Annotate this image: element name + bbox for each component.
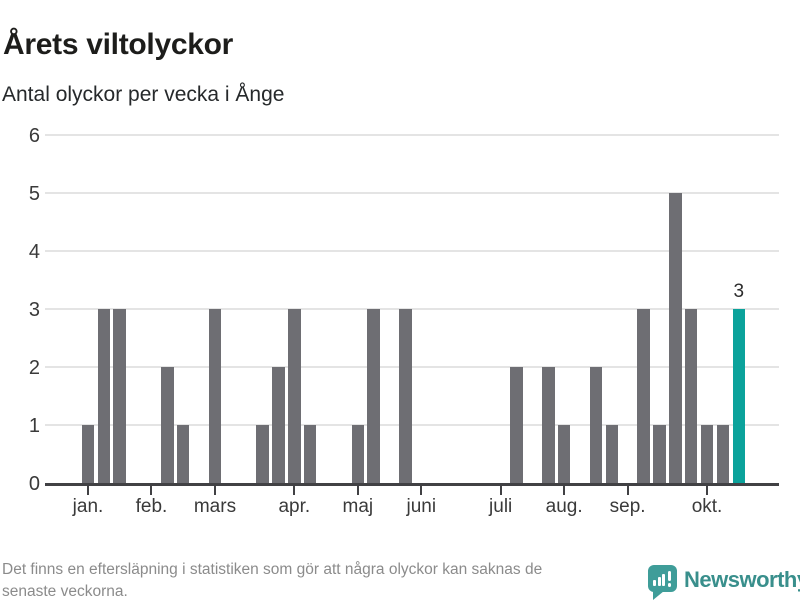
x-axis-month-label: jan.: [72, 496, 104, 517]
x-axis-tick: [626, 486, 629, 495]
footer-note: Det finns en eftersläpning i statistiken…: [2, 561, 543, 600]
bar: [669, 193, 682, 483]
bar: [700, 425, 714, 483]
gridline: [45, 424, 779, 426]
bar: [113, 309, 126, 483]
bar: [208, 309, 222, 483]
y-axis-tick-label: 4: [28, 241, 40, 263]
x-axis-month-label: maj: [342, 496, 374, 517]
x-axis-tick: [706, 486, 708, 495]
bar: [684, 309, 698, 483]
x-axis-tick: [420, 486, 423, 495]
bar: [542, 367, 555, 483]
x-axis-month-label: aug.: [545, 496, 583, 517]
bar: [303, 425, 317, 483]
current-week-value-label: 3: [733, 281, 745, 302]
x-axis-month-label: feb.: [135, 496, 168, 517]
x-axis-tick: [356, 486, 359, 495]
bar: [557, 425, 571, 483]
bar-current-week: [732, 309, 745, 483]
x-axis-month-label: mars: [193, 496, 237, 517]
bar: [589, 367, 603, 483]
x-axis-month-label: sep.: [609, 496, 646, 517]
gridline: [45, 366, 779, 368]
logo-bar-icon: [657, 577, 661, 586]
bar: [256, 425, 269, 483]
bar: [97, 309, 111, 483]
x-axis-tick: [150, 486, 153, 495]
y-axis-tick-label: 2: [28, 357, 40, 379]
y-axis-tick-label: 1: [28, 415, 40, 437]
page-title: Årets viltolyckor: [3, 28, 233, 62]
newsworthy-logo: Newsworthy: [648, 565, 800, 600]
x-axis-tick: [213, 486, 216, 495]
bar: [161, 367, 174, 483]
bar: [510, 367, 523, 483]
y-axis-tick-label: 6: [28, 125, 40, 147]
bar: [716, 425, 730, 483]
newsworthy-icon: [648, 565, 677, 592]
bar: [351, 425, 365, 483]
bar: [176, 425, 190, 483]
bar: [81, 425, 95, 483]
gridline: [45, 134, 779, 136]
bar: [653, 425, 666, 483]
gridline: [45, 308, 779, 310]
logo-exclamation-icon: [667, 571, 671, 581]
x-axis-tick: [87, 486, 89, 495]
y-axis-tick-label: 0: [28, 473, 40, 495]
logo-exclamation-dot-icon: [667, 583, 671, 587]
x-axis-tick: [499, 486, 502, 495]
bar: [272, 367, 285, 483]
x-axis-month-label: apr.: [278, 496, 311, 517]
x-axis-tick: [563, 486, 566, 495]
x-axis-tick: [293, 486, 296, 495]
logo-bar-icon: [653, 580, 656, 586]
logo-bar-icon: [662, 574, 665, 586]
x-axis-line: [45, 483, 779, 486]
bar: [637, 309, 650, 483]
bar: [605, 425, 619, 483]
gridline: [45, 250, 779, 252]
y-axis-tick-label: 3: [28, 299, 40, 321]
bar: [288, 309, 301, 483]
y-axis-tick-label: 5: [28, 183, 40, 205]
newsworthy-wordmark: Newsworthy: [684, 567, 800, 592]
logo-speech-tail-icon: [653, 591, 664, 600]
chart-subtitle: Antal olyckor per vecka i Ånge: [2, 83, 285, 106]
x-axis-month-label: juli: [489, 496, 513, 517]
gridline: [45, 192, 779, 194]
bar: [367, 309, 380, 483]
bar: [399, 309, 412, 483]
x-axis-month-label: okt.: [691, 496, 723, 517]
x-axis-month-label: juni: [406, 496, 437, 517]
